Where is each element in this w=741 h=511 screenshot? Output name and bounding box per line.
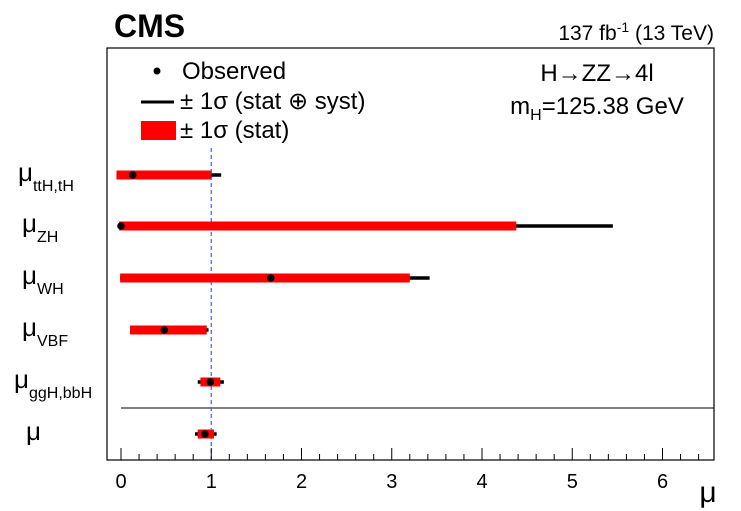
x-axis: 0 1 2 3 4 5 6 bbox=[115, 448, 700, 493]
stat-uncertainty-bar bbox=[116, 170, 212, 180]
legend-stat-label: ± 1σ (stat) bbox=[180, 117, 289, 144]
y-axis-label-symbol: μ bbox=[26, 416, 41, 446]
mass-value: =125.38 GeV bbox=[542, 93, 684, 120]
y-axis-label-symbol: μ bbox=[22, 208, 37, 238]
y-axis-label: μVBF bbox=[22, 312, 68, 350]
y-axis-label: μZH bbox=[22, 208, 58, 246]
y-axis-label-symbol: μ bbox=[14, 364, 29, 394]
x-tick-label: 3 bbox=[386, 471, 397, 493]
x-tick-label: 1 bbox=[206, 471, 217, 493]
process-label: H→ZZ→4l bbox=[540, 60, 653, 87]
cms-label: CMS bbox=[114, 8, 185, 44]
measurement-rows bbox=[116, 170, 613, 439]
y-axis-label: μttH,tH bbox=[18, 157, 74, 195]
y-axis-label-symbol: μ bbox=[22, 312, 37, 342]
observed-point bbox=[117, 222, 125, 230]
luminosity-value: 137 fb bbox=[558, 22, 616, 45]
legend-stat-marker bbox=[141, 121, 176, 140]
x-tick-label: 6 bbox=[657, 471, 668, 493]
legend-observed-label: Observed bbox=[182, 58, 286, 85]
x-tick-label: 5 bbox=[567, 471, 578, 493]
y-axis-label-subscript: WH bbox=[37, 281, 64, 298]
x-axis-title: μ bbox=[699, 476, 716, 509]
mass-subscript: H bbox=[530, 107, 542, 124]
observed-point bbox=[267, 274, 275, 282]
y-axis-label: μggH,bbH bbox=[14, 364, 92, 402]
observed-point bbox=[160, 326, 169, 334]
observed-point bbox=[201, 430, 209, 438]
mass-symbol: m bbox=[510, 93, 530, 120]
y-axis-label: μ bbox=[26, 416, 41, 446]
y-axis-label-subscript: ggH,bbH bbox=[29, 385, 92, 402]
stat-uncertainty-bar bbox=[130, 325, 207, 335]
legend-observed-marker bbox=[153, 67, 161, 75]
x-tick-label: 0 bbox=[115, 471, 126, 493]
x-tick-label: 2 bbox=[296, 471, 307, 493]
energy-label: (13 TeV) bbox=[635, 22, 714, 45]
y-axis-label-symbol: μ bbox=[18, 157, 33, 187]
plot-frame bbox=[106, 47, 715, 461]
stat-uncertainty-bar bbox=[120, 273, 410, 283]
luminosity-exponent: -1 bbox=[617, 19, 630, 35]
legend-total-label: ± 1σ (stat ⊕ syst) bbox=[180, 88, 365, 115]
luminosity-label: 137 fb-1 (13 TeV) bbox=[558, 19, 714, 45]
x-tick-label: 4 bbox=[476, 471, 487, 493]
y-axis-label: μWH bbox=[22, 260, 64, 298]
stat-uncertainty-bar bbox=[119, 221, 517, 231]
y-axis-label-subscript: VBF bbox=[37, 333, 68, 350]
y-axis-label-symbol: μ bbox=[22, 260, 37, 290]
y-axis-label-subscript: ZH bbox=[37, 229, 58, 246]
observed-point bbox=[206, 378, 215, 386]
observed-point bbox=[128, 171, 137, 179]
y-axis-label-subscript: ttH,tH bbox=[33, 178, 74, 195]
mass-label: mH=125.38 GeV bbox=[510, 93, 684, 124]
